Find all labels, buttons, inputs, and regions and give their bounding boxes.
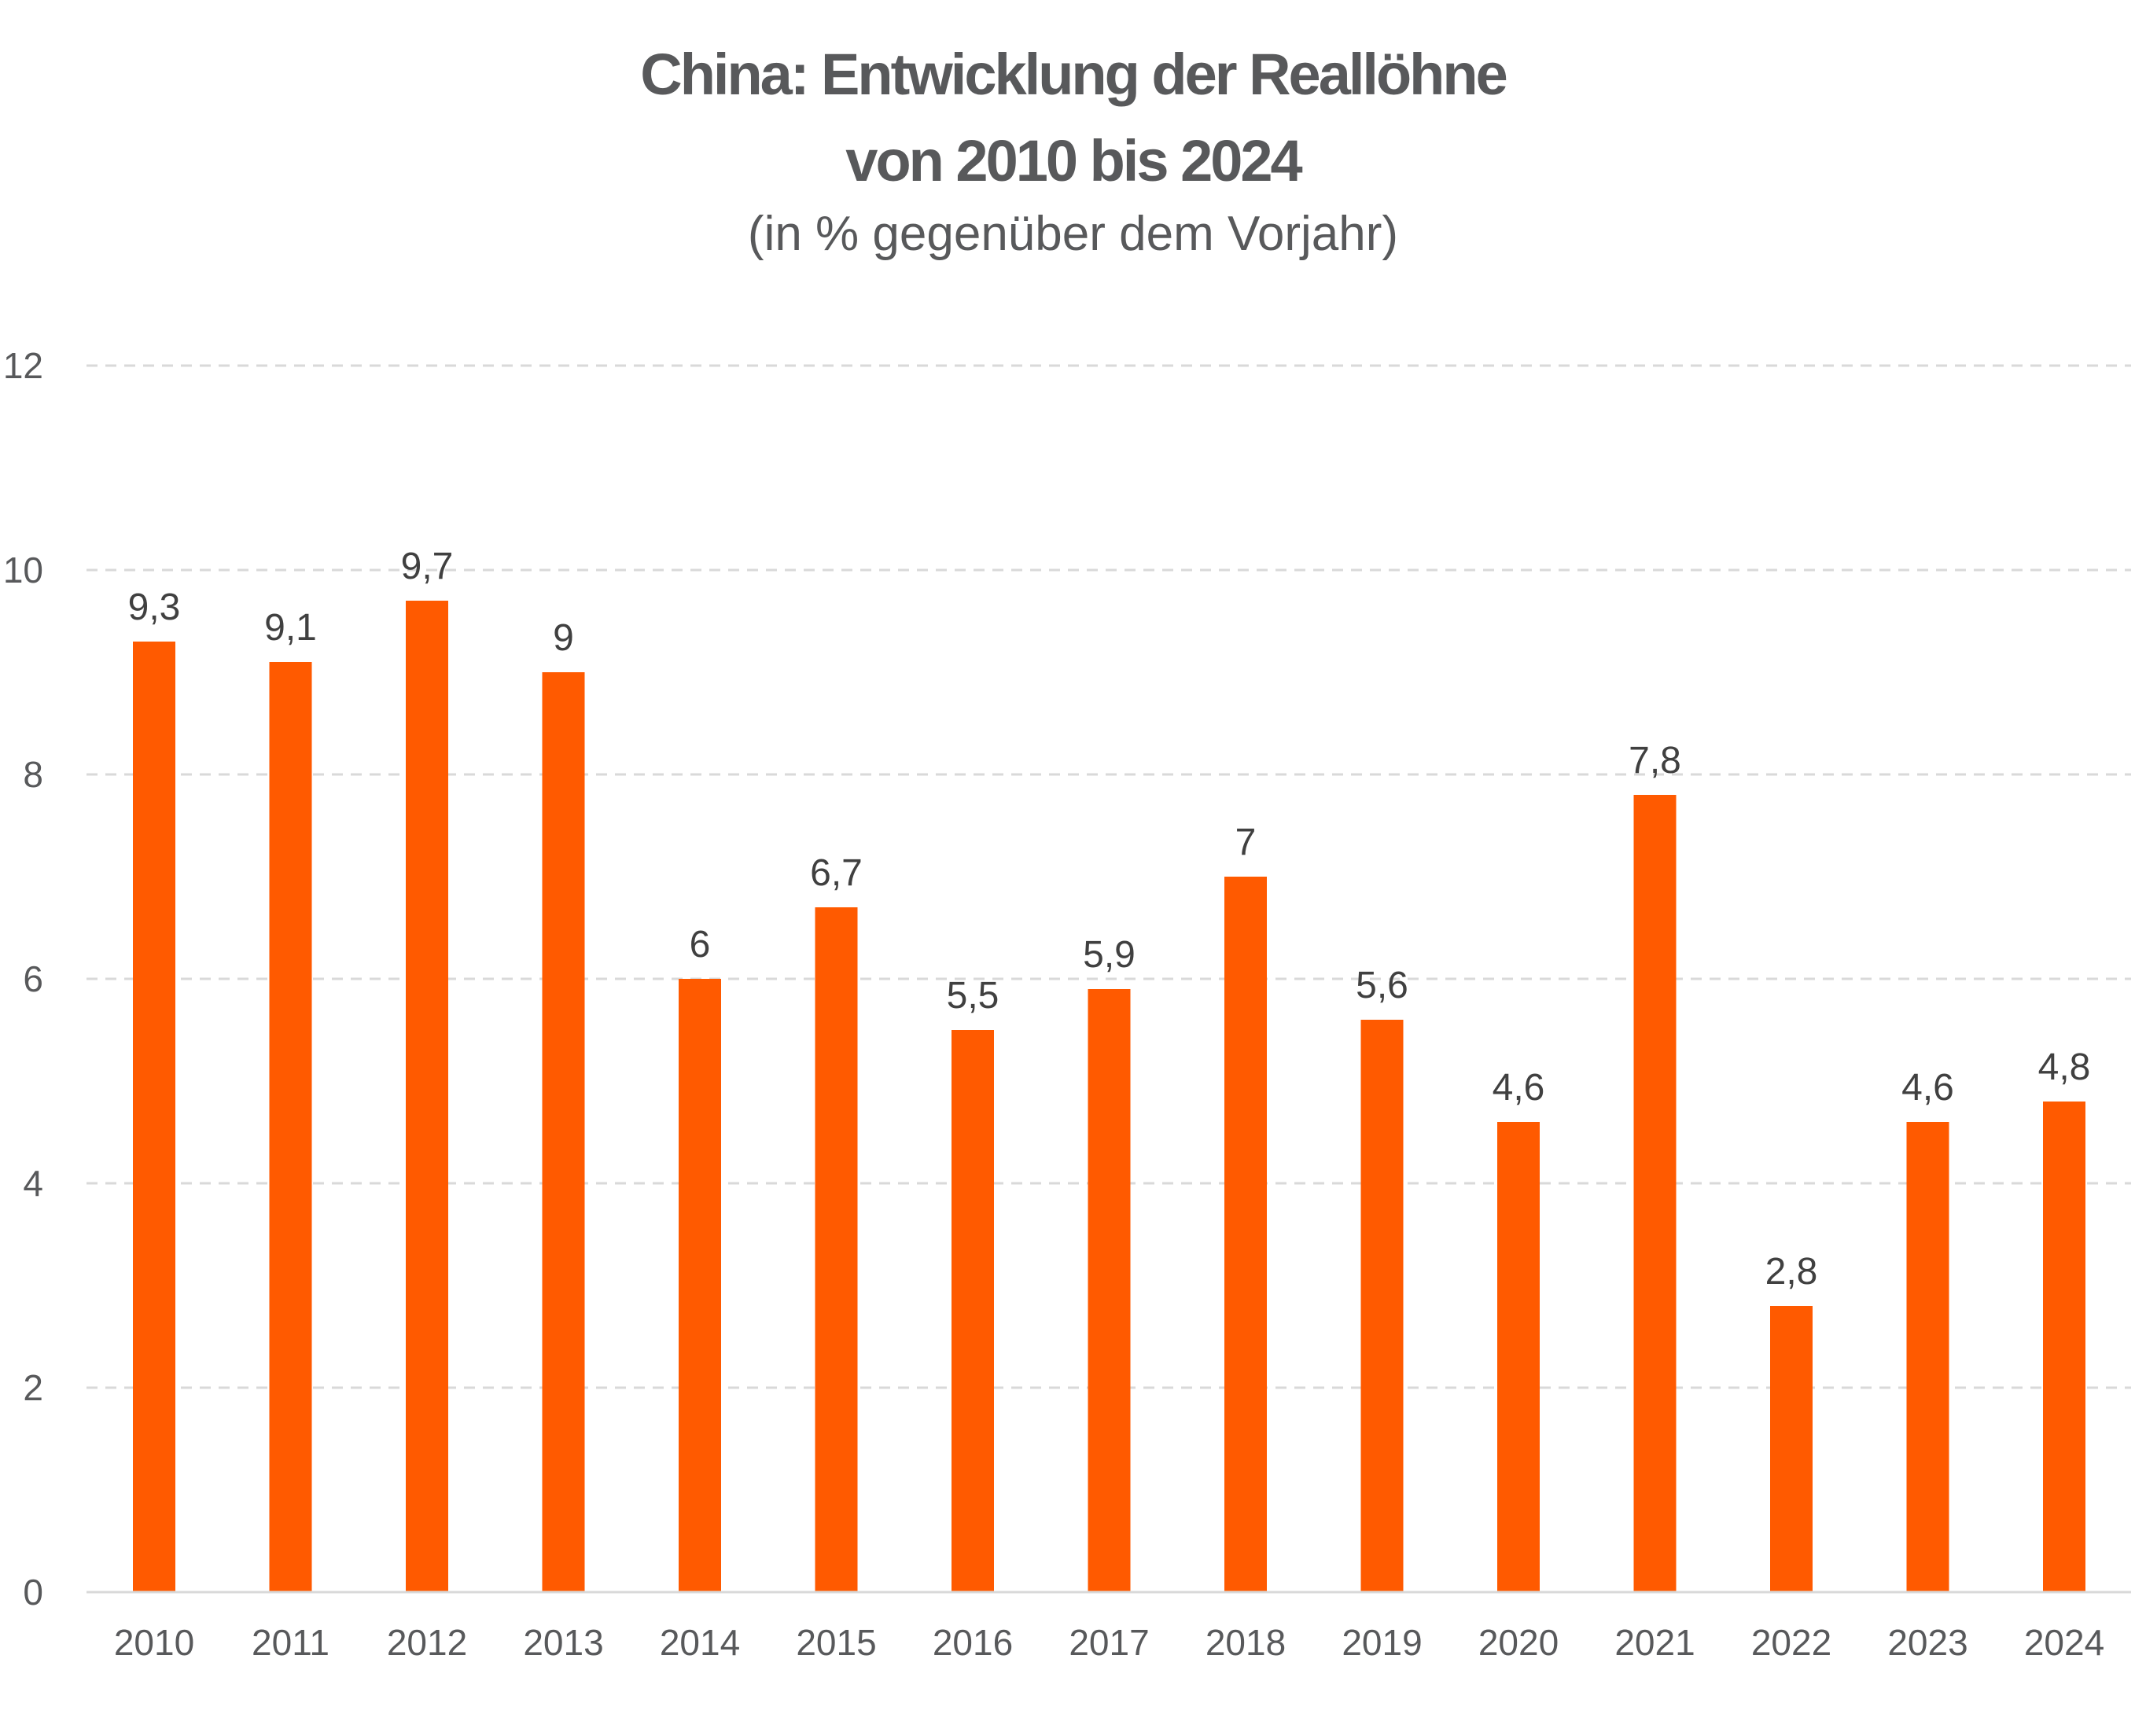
- x-tick-label-2022: 2022: [1751, 1622, 1831, 1663]
- bars: [133, 601, 2085, 1592]
- bar-2011: [269, 662, 312, 1592]
- y-tick-label: 10: [3, 550, 43, 590]
- bar-2014: [679, 979, 721, 1592]
- x-tick-label-2019: 2019: [1342, 1622, 1422, 1663]
- x-tick-label-2012: 2012: [387, 1622, 467, 1663]
- y-tick-label: 12: [3, 345, 43, 386]
- x-tick-label-2016: 2016: [933, 1622, 1013, 1663]
- x-tick-label-2014: 2014: [660, 1622, 740, 1663]
- data-label-2021: 7,8: [1629, 740, 1681, 782]
- y-tick-label: 2: [23, 1367, 43, 1408]
- data-label-2015: 6,7: [810, 852, 863, 894]
- x-tick-label-2015: 2015: [796, 1622, 876, 1663]
- y-tick-label: 0: [23, 1572, 43, 1613]
- bar-2016: [952, 1030, 994, 1592]
- x-tick-label-2013: 2013: [523, 1622, 603, 1663]
- x-tick-label-2017: 2017: [1069, 1622, 1149, 1663]
- x-tick-label-2018: 2018: [1206, 1622, 1286, 1663]
- y-tick-label: 6: [23, 958, 43, 999]
- bar-2013: [542, 672, 585, 1592]
- bar-2018: [1224, 877, 1267, 1592]
- bar-2022: [1770, 1306, 1813, 1592]
- data-label-2022: 2,8: [1765, 1251, 1818, 1293]
- bar-2012: [406, 601, 448, 1592]
- bar-2015: [815, 907, 858, 1592]
- data-label-2024: 4,8: [2038, 1046, 2091, 1088]
- y-axis: 0 2 4 6 8 10 12: [3, 345, 43, 1613]
- x-axis: 2010 2011 2012 2013 2014 2015 2016 2017 2018 2019…: [87, 1591, 2131, 1663]
- data-label-2018: 7: [1235, 822, 1257, 863]
- data-label-2020: 4,6: [1493, 1067, 1545, 1109]
- data-label-2019: 5,6: [1356, 965, 1408, 1006]
- data-labels: 9,3 9,1 9,7 9 6 6,7 5,5 5,9 7 5,6 4,6 7,8 2,8 4,6 4,8: [128, 546, 2091, 1293]
- x-tick-label-2024: 2024: [2024, 1622, 2104, 1663]
- x-tick-label-2020: 2020: [1478, 1622, 1559, 1663]
- bar-2023: [1906, 1122, 1949, 1592]
- bar-2019: [1360, 1020, 1404, 1592]
- x-tick-label-2023: 2023: [1887, 1622, 1967, 1663]
- chart-subtitle: (in % gegenüber dem Vorjahr): [747, 207, 1399, 261]
- data-label-2017: 5,9: [1083, 934, 1136, 976]
- data-label-2016: 5,5: [947, 975, 999, 1017]
- chart-title-line-1: China: Entwicklung der Reallöhne: [640, 42, 1507, 107]
- bar-2021: [1633, 795, 1677, 1592]
- data-label-2013: 9: [553, 617, 574, 659]
- bar-2024: [2043, 1102, 2085, 1592]
- data-label-2012: 9,7: [401, 546, 454, 587]
- x-tick-label-2021: 2021: [1614, 1622, 1695, 1663]
- data-label-2023: 4,6: [1901, 1067, 1954, 1109]
- data-label-2010: 9,3: [128, 587, 181, 628]
- x-tick-label-2011: 2011: [252, 1622, 329, 1663]
- x-tick-label-2010: 2010: [114, 1622, 194, 1663]
- y-tick-label: 4: [23, 1163, 43, 1204]
- data-label-2011: 9,1: [264, 607, 317, 649]
- bar-2020: [1497, 1122, 1540, 1592]
- chart-title-line-2: von 2010 bis 2024: [845, 128, 1302, 193]
- bar-2017: [1088, 989, 1131, 1592]
- y-tick-label: 8: [23, 754, 43, 795]
- data-label-2014: 6: [690, 924, 711, 965]
- bar-2010: [133, 642, 175, 1592]
